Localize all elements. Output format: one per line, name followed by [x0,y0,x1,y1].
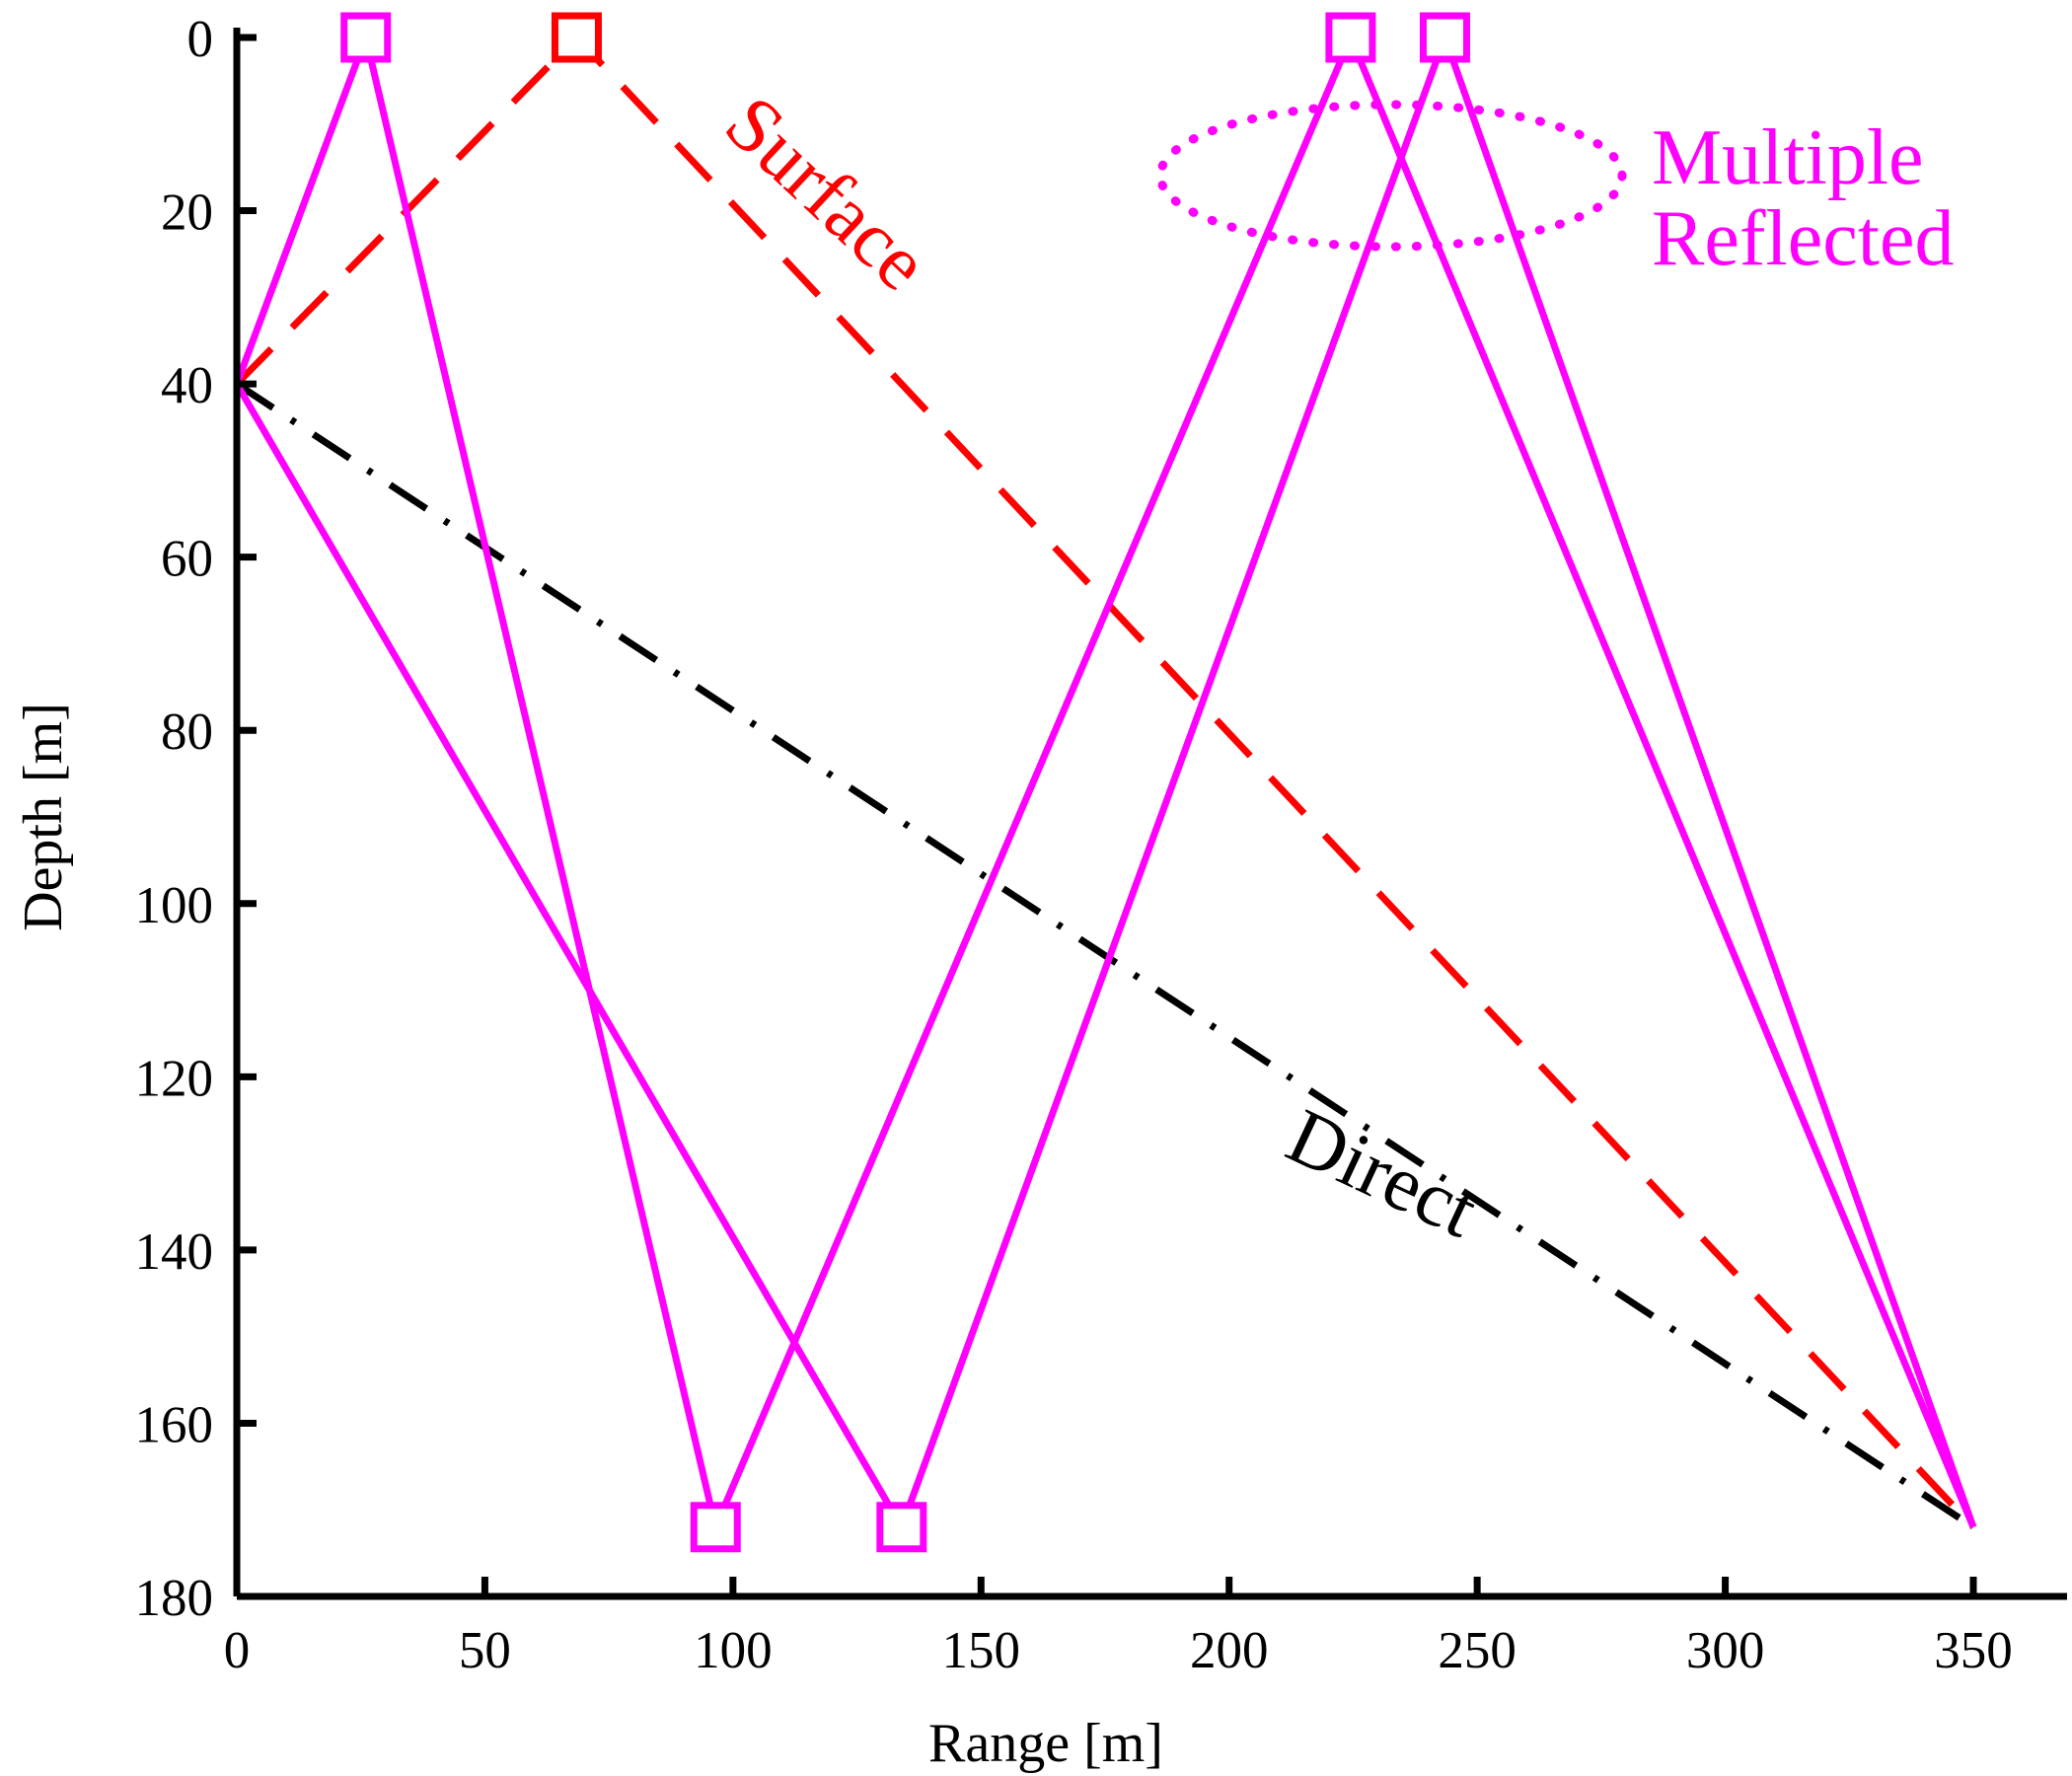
x-tick-label: 0 [224,1622,251,1679]
annotation-layer: Surface Direct Multiple Reflected [708,80,1954,1255]
x-tick-label: 50 [459,1622,511,1679]
multiple-annotation-line2: Reflected [1652,195,1954,282]
y-tick-label: 180 [135,1570,214,1627]
x-tick-label: 100 [694,1622,773,1679]
reflection-marker-2-0 [340,12,392,63]
y-tick-label: 100 [135,877,214,934]
surface-annotation: Surface [708,80,944,308]
y-axis-label: Depth [m] [13,703,74,931]
reflection-marker-1-0 [551,12,602,63]
x-tick-label: 300 [1686,1622,1765,1679]
reflection-marker-2-2 [1325,12,1376,63]
multiple-annotation-line1: Multiple [1652,114,1924,201]
y-tick-label: 160 [135,1396,214,1453]
direct-annotation: Direct [1275,1092,1490,1254]
marker-layer [340,12,1470,1553]
axes-layer: 0 50 100 150 200 250 300 350 0 20 40 60 80 100 120 140 1… [13,11,2067,1774]
y-tick-label: 20 [161,185,213,242]
reflection-marker-2-1 [690,1502,741,1553]
reflection-marker-3-1 [1419,12,1470,63]
series-multiple-3-line [233,34,1977,1531]
y-tick-label: 40 [161,357,213,414]
y-tick-label: 120 [135,1050,214,1107]
x-tick-label: 350 [1934,1622,2013,1679]
x-axis-label: Range [m] [928,1713,1163,1774]
x-tick-label: 150 [942,1622,1021,1679]
multiple-reflected-ellipse [1155,100,1627,252]
series-direct-line [235,381,1975,1530]
y-tick-label: 0 [187,11,214,68]
x-tick-label: 250 [1438,1622,1517,1679]
y-tick-label: 140 [135,1223,214,1281]
y-tick-label: 60 [161,531,213,588]
reflection-marker-3-0 [876,1502,927,1553]
y-tick-label: 80 [161,703,213,761]
x-tick-label: 200 [1190,1622,1269,1679]
